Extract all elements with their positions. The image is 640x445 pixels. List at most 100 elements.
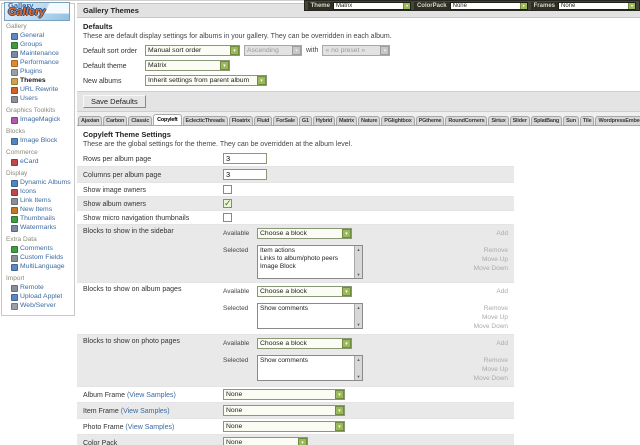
sidebar-item-maintenance[interactable]: Maintenance	[2, 50, 74, 59]
sidebar-item-link-items[interactable]: Link Items	[2, 197, 74, 206]
sidebar-item-plugins[interactable]: Plugins	[2, 68, 74, 77]
tab-g1[interactable]: G1	[298, 116, 312, 125]
list-item[interactable]: Item actions	[260, 247, 296, 254]
tab-roundcorners[interactable]: RoundCorners	[445, 116, 488, 125]
tab-hybrid[interactable]: Hybrid	[312, 116, 336, 125]
save-defaults-button[interactable]: Save Defaults	[83, 95, 146, 108]
rows-per-page-input[interactable]	[223, 153, 267, 164]
selected-blocks-listbox[interactable]: Show comments ▲ ▼	[257, 303, 363, 329]
choose-block-select[interactable]: Choose a block ▾	[257, 338, 352, 349]
breadcrumb-gallery-link[interactable]: Gallery	[8, 1, 34, 10]
theme-quick-group: Theme Matrix ▾	[307, 1, 411, 10]
default-sort-order-row: Default sort order Manual sort order ▾ A…	[77, 43, 637, 58]
scroll-down-icon[interactable]: ▼	[356, 272, 361, 277]
scrollbar[interactable]: ▲ ▼	[354, 304, 362, 328]
new-albums-select[interactable]: Inherit settings from parent album ▾	[145, 75, 267, 86]
album-frame-select[interactable]: None ▾	[223, 389, 345, 400]
show-album-owners-checkbox[interactable]	[223, 198, 232, 209]
tab-copyleft[interactable]: Copyleft	[153, 114, 182, 125]
tab-carbon[interactable]: Carbon	[103, 116, 128, 125]
tab-sun[interactable]: Sun	[563, 116, 579, 125]
tab-siriux[interactable]: Siriux	[488, 116, 509, 125]
view-samples-link[interactable]: (View Samples)	[126, 391, 176, 399]
selected-blocks-listbox[interactable]: Item actions Links to album/photo peers …	[257, 245, 363, 279]
default-sort-order-select[interactable]: Manual sort order ▾	[145, 45, 240, 56]
tab-pglightbox[interactable]: PGlightbox	[381, 116, 415, 125]
sidebar-item-upload-applet[interactable]: Upload Applet	[2, 293, 74, 302]
selected-blocks-listbox[interactable]: Show comments ▲ ▼	[257, 355, 363, 381]
choose-block-select[interactable]: Choose a block ▾	[257, 286, 352, 297]
sidebar-item-new-items[interactable]: New Items	[2, 206, 74, 215]
scroll-up-icon[interactable]: ▲	[356, 357, 361, 362]
sidebar-entry-label: Link Items	[20, 197, 51, 204]
chevron-down-icon: ▾	[335, 390, 344, 399]
tab-matrix[interactable]: Matrix	[336, 116, 358, 125]
color-pack-select[interactable]: None ▾	[223, 437, 308, 445]
theme-tabs: Ajaxian Carbon Classic Copyleft Eclectic…	[77, 112, 640, 126]
sidebar-item-general[interactable]: General	[2, 32, 74, 41]
list-item[interactable]: Show comments	[260, 357, 309, 364]
scroll-up-icon[interactable]: ▲	[356, 247, 361, 252]
tab-floatrix[interactable]: Floatrix	[228, 116, 253, 125]
sidebar-item-watermarks[interactable]: Watermarks	[2, 224, 74, 233]
tab-splatbang[interactable]: SplatBang	[530, 116, 563, 125]
sidebar-item-image-block[interactable]: Image Block	[2, 137, 74, 146]
tab-fluid[interactable]: Fluid	[253, 116, 273, 125]
list-item[interactable]: Links to album/photo peers	[260, 255, 339, 262]
tab-pgtheme[interactable]: PGtheme	[415, 116, 445, 125]
scroll-down-icon[interactable]: ▼	[356, 374, 361, 379]
view-samples-link[interactable]: (View Samples)	[120, 407, 170, 415]
sidebar-item-thumbnails[interactable]: Thumbnails	[2, 215, 74, 224]
sidebar-item-themes[interactable]: Themes	[2, 77, 74, 86]
sidebar-item-remote[interactable]: Remote	[2, 284, 74, 293]
sidebar-item-comments[interactable]: Comments	[2, 245, 74, 254]
default-theme-select[interactable]: Matrix ▾	[145, 60, 230, 71]
tab-classic[interactable]: Classic	[128, 116, 153, 125]
sidebar-entry-label: Image Block	[20, 137, 58, 144]
sidebar-item-custom-fields[interactable]: Custom Fields	[2, 254, 74, 263]
sidebar-item-groups[interactable]: Groups	[2, 41, 74, 50]
sidebar-section-import: Import	[2, 275, 74, 284]
chevron-down-icon: ▾	[257, 76, 266, 85]
scrollbar[interactable]: ▲ ▼	[354, 246, 362, 278]
frames-quick-select[interactable]: None ▾	[558, 1, 636, 10]
new-albums-row: New albums Inherit settings from parent …	[77, 73, 637, 88]
list-item[interactable]: Image Block	[260, 263, 296, 270]
tab-slider[interactable]: Slider	[509, 116, 530, 125]
theme-quick-select[interactable]: Matrix ▾	[332, 1, 411, 10]
field-label: Album Frame (View Samples)	[83, 391, 176, 399]
sidebar-entry-label: New Items	[20, 206, 53, 213]
columns-per-page-input[interactable]	[223, 169, 267, 180]
sidebar-item-url-rewrite[interactable]: URL Rewrite	[2, 86, 74, 95]
photo-frame-select[interactable]: None ▾	[223, 421, 345, 432]
sidebar-section-extra-data: Extra Data	[2, 236, 74, 245]
sidebar-item-ecard[interactable]: eCard	[2, 158, 74, 167]
sidebar-item-multilanguage[interactable]: MultiLanguage	[2, 263, 74, 272]
choose-block-select[interactable]: Choose a block ▾	[257, 228, 352, 239]
scroll-down-icon[interactable]: ▼	[356, 322, 361, 327]
scrollbar[interactable]: ▲ ▼	[354, 356, 362, 380]
scroll-up-icon[interactable]: ▲	[356, 305, 361, 310]
gallery-logo[interactable]: Gallery	[4, 2, 70, 21]
show-image-owners-checkbox[interactable]	[223, 185, 232, 194]
tab-tile[interactable]: Tile	[579, 116, 595, 125]
sidebar-item-icons[interactable]: Icons	[2, 188, 74, 197]
tab-forsale[interactable]: ForSale	[273, 116, 298, 125]
field-label: Columns per album page	[83, 171, 162, 179]
colorpack-quick-select[interactable]: None ▾	[449, 1, 528, 10]
tab-eclecticthreads[interactable]: EclecticThreads	[182, 116, 228, 125]
item-frame-select[interactable]: None ▾	[223, 405, 345, 416]
tab-wordpressembedded[interactable]: WordpressEmbedded	[595, 116, 640, 125]
sidebar-item-performance[interactable]: Performance	[2, 59, 74, 68]
sidebar-item-users[interactable]: Users	[2, 95, 74, 104]
list-item[interactable]: Show comments	[260, 305, 309, 312]
view-samples-link[interactable]: (View Samples)	[125, 423, 175, 431]
sidebar-item-web-server[interactable]: Web/Server	[2, 302, 74, 311]
tab-ajaxian[interactable]: Ajaxian	[78, 116, 103, 125]
show-micro-nav-checkbox[interactable]	[223, 213, 232, 222]
sidebar-item-dynamic-albums[interactable]: Dynamic Albums	[2, 179, 74, 188]
url-rewrite-icon	[11, 86, 18, 94]
tab-nature[interactable]: Nature	[358, 116, 381, 125]
sidebar-item-imagemagick[interactable]: ImageMagick	[2, 116, 74, 125]
